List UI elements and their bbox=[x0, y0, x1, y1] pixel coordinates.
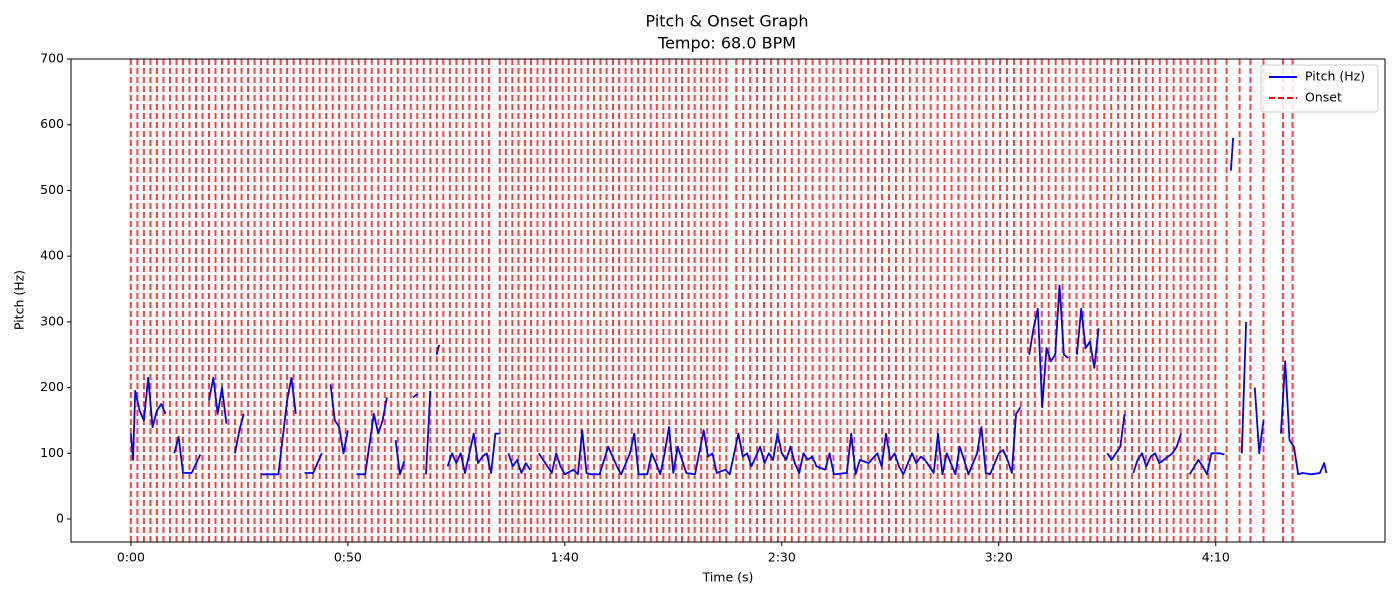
x-axis-label: Time (s) bbox=[702, 570, 754, 585]
y-axis-label: Pitch (Hz) bbox=[12, 270, 27, 330]
pitch-line bbox=[394, 439, 406, 476]
y-tick-label: 300 bbox=[40, 313, 64, 328]
onset-lines bbox=[129, 59, 1294, 542]
pitch-line bbox=[1188, 452, 1225, 476]
pitch-line bbox=[538, 406, 1022, 476]
x-tick-label: 1:40 bbox=[551, 550, 579, 565]
pitch-line bbox=[130, 376, 167, 461]
y-tick-label: 500 bbox=[40, 182, 64, 197]
pitch-line bbox=[1253, 387, 1265, 455]
pitch-line bbox=[234, 413, 245, 454]
pitch-line bbox=[425, 390, 432, 475]
pitch-line bbox=[356, 397, 388, 476]
plot-frame bbox=[70, 58, 1386, 543]
pitch-line bbox=[1230, 137, 1234, 171]
pitch-line bbox=[304, 452, 323, 474]
x-tick-label: 2:30 bbox=[768, 550, 796, 565]
pitch-line bbox=[1106, 413, 1126, 461]
chart-subtitle: Tempo: 68.0 BPM bbox=[657, 34, 796, 53]
y-tick-label: 0 bbox=[56, 511, 64, 526]
x-tick-label: 3:20 bbox=[985, 550, 1013, 565]
x-tick-label: 0:00 bbox=[117, 550, 145, 565]
x-tick-label: 0:50 bbox=[334, 550, 362, 565]
pitch-line bbox=[507, 453, 531, 474]
y-tick-label: 700 bbox=[40, 51, 64, 66]
pitch-line bbox=[329, 384, 349, 455]
x-tick-label: 4:10 bbox=[1202, 550, 1230, 565]
legend-label: Onset bbox=[1305, 90, 1342, 105]
pitch-line bbox=[1240, 321, 1247, 454]
y-tick-label: 100 bbox=[40, 445, 64, 460]
y-tick-label: 400 bbox=[40, 248, 64, 263]
pitch-line bbox=[173, 436, 202, 474]
legend-label: Pitch (Hz) bbox=[1305, 69, 1365, 84]
y-tick-label: 200 bbox=[40, 379, 64, 394]
pitch-line bbox=[1028, 284, 1069, 409]
pitch-line bbox=[1280, 360, 1328, 476]
pitch-line bbox=[435, 344, 440, 355]
pitch-line bbox=[412, 393, 418, 399]
pitch-line bbox=[1076, 307, 1100, 369]
pitch-line bbox=[446, 432, 500, 474]
pitch-line bbox=[1132, 433, 1182, 474]
pitch-line bbox=[208, 376, 228, 424]
y-tick-label: 600 bbox=[40, 116, 64, 131]
pitch-line bbox=[261, 376, 297, 476]
chart-title: Pitch & Onset Graph bbox=[646, 12, 809, 31]
